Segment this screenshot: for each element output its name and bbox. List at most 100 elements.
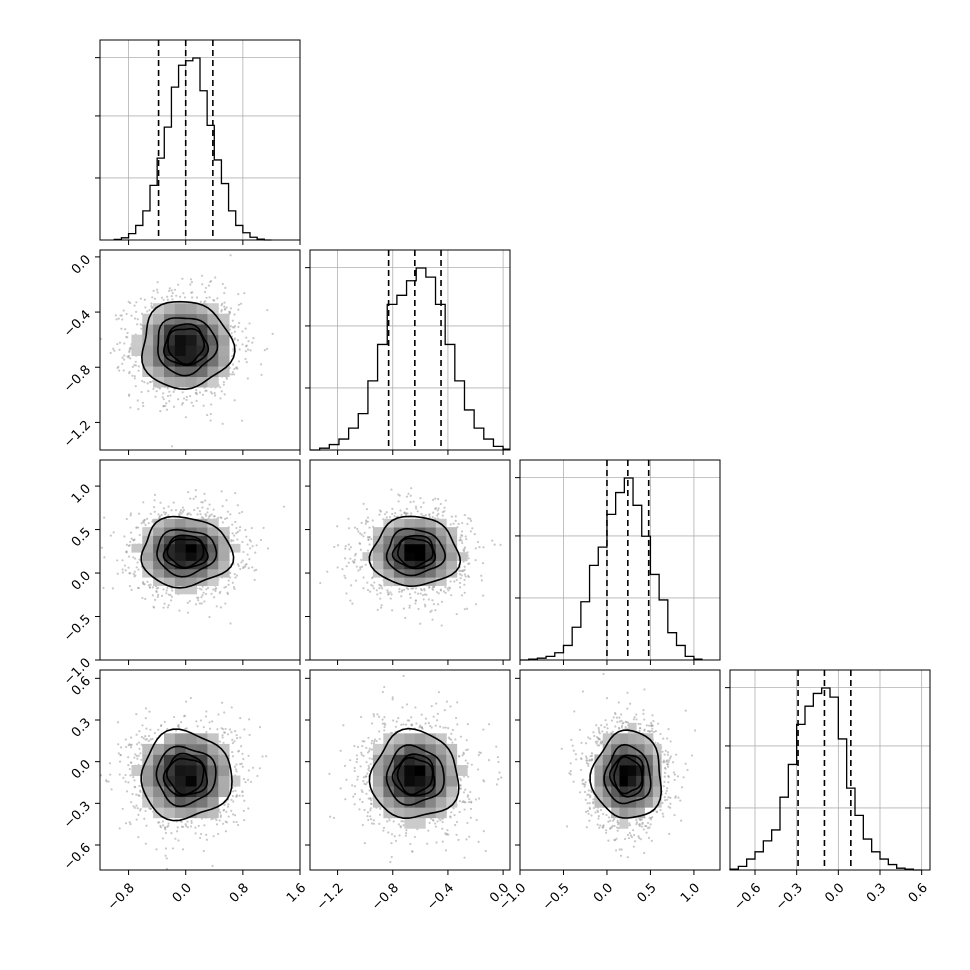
density-cell: [185, 552, 197, 561]
y-tick-label: −0.5: [61, 612, 94, 645]
scatter-point: [368, 789, 371, 792]
scatter-point: [238, 529, 241, 532]
density-cell: [218, 775, 230, 787]
scatter-point: [667, 781, 670, 784]
scatter-point: [223, 803, 226, 806]
density-cell: [164, 577, 176, 586]
scatter-point: [408, 606, 411, 609]
scatter-point: [127, 756, 130, 759]
scatter-point: [168, 390, 171, 393]
scatter-point: [151, 737, 154, 741]
scatter-point: [173, 288, 177, 291]
density-cell: [372, 543, 384, 553]
scatter-point: [118, 341, 122, 344]
scatter-point: [245, 344, 248, 347]
scatter-point: [342, 724, 345, 727]
scatter-point: [239, 567, 242, 571]
density-cell: [174, 334, 187, 346]
scatter-point: [365, 507, 369, 511]
scatter-point: [223, 711, 226, 714]
density-cell: [627, 733, 637, 745]
scatter-point: [355, 565, 358, 568]
scatter-point: [240, 762, 243, 765]
scatter-point: [162, 398, 165, 401]
scatter-point: [416, 592, 420, 595]
scatter-point: [349, 557, 352, 560]
scatter-point: [461, 534, 464, 537]
hist-panel-1: [305, 249, 511, 451]
density-cell: [174, 807, 187, 819]
scatter-point: [673, 773, 677, 776]
scatter-point: [165, 857, 168, 860]
scatter-point: [394, 839, 398, 842]
scatter-point: [251, 766, 255, 769]
scatter-point: [368, 749, 371, 753]
scatter-point: [237, 293, 240, 296]
scatter-point: [109, 773, 112, 776]
density-cell: [393, 733, 405, 745]
scatter-point: [195, 399, 198, 402]
scatter-point: [474, 559, 477, 562]
scatter-point: [369, 818, 373, 821]
scatter-point: [200, 596, 203, 599]
density-cell: [404, 754, 416, 766]
scatter-point: [365, 746, 368, 750]
scatter-point: [236, 504, 239, 507]
scatter-point: [208, 721, 211, 724]
scatter-point: [393, 835, 396, 838]
scatter-point: [221, 734, 224, 737]
scatter-point: [140, 390, 143, 394]
scatter-point: [385, 516, 388, 519]
scatter-point: [669, 740, 672, 743]
scatter-point: [253, 578, 256, 581]
scatter-point: [339, 749, 342, 752]
scatter-point: [426, 842, 429, 845]
scatter-point: [243, 818, 246, 822]
scatter-point: [666, 753, 670, 756]
scatter-point: [462, 549, 466, 553]
scatter-point: [282, 505, 286, 508]
scatter-point: [116, 343, 119, 346]
scatter-point: [463, 547, 466, 550]
scatter-point: [390, 488, 393, 491]
scatter-point: [133, 806, 136, 809]
scatter-point: [455, 578, 458, 582]
scatter-point: [236, 563, 240, 566]
scatter-point: [219, 814, 222, 817]
panel-frame: [99, 669, 301, 871]
scatter-point: [204, 300, 207, 303]
scatter-point: [194, 832, 197, 835]
scatter-point: [164, 847, 168, 850]
density-cell: [153, 552, 165, 561]
scatter-point: [661, 812, 664, 815]
density-cell: [404, 733, 416, 745]
scatter-point: [375, 589, 378, 592]
density-cell: [456, 552, 468, 561]
scatter-point: [239, 717, 242, 720]
scatter-point: [452, 522, 455, 525]
scatter-point: [478, 546, 481, 549]
panel-frame: [309, 459, 511, 661]
scatter-point: [362, 754, 365, 757]
scatter-point: [463, 513, 466, 517]
scatter-point: [465, 739, 468, 742]
scatter-point: [163, 720, 166, 723]
scatter-point: [414, 591, 417, 594]
scatter-point: [100, 546, 104, 549]
scatter-point: [231, 750, 234, 754]
scatter-point: [201, 585, 204, 588]
scatter-point: [185, 727, 188, 730]
scatter-point: [200, 602, 203, 605]
scatter-point: [370, 538, 373, 541]
scatter-point: [587, 764, 590, 767]
scatter-point: [366, 549, 370, 552]
scatter-point: [319, 581, 322, 585]
scatter-point: [241, 330, 244, 333]
density-cell: [446, 754, 458, 766]
density-cell: [207, 535, 219, 545]
scatter-point: [389, 860, 392, 864]
scatter-point: [639, 838, 642, 841]
scatter-point: [614, 713, 617, 716]
scatter-point: [610, 719, 614, 722]
scatter-point: [595, 724, 598, 727]
